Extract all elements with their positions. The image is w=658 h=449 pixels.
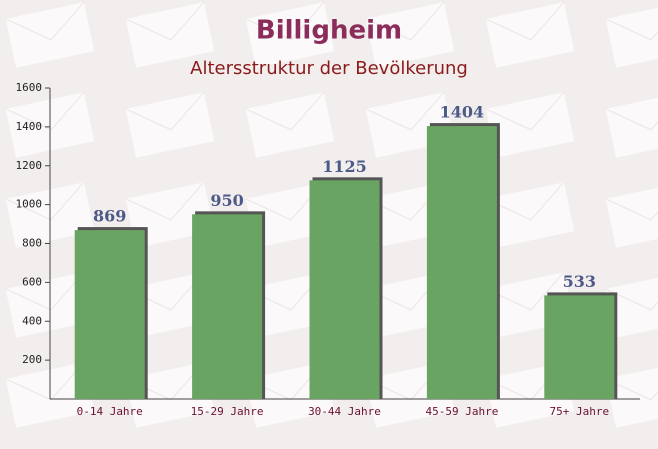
chart-title: Billigheim bbox=[256, 16, 402, 46]
x-tick-label: 0-14 Jahre bbox=[77, 405, 143, 418]
value-label: 533 bbox=[563, 272, 596, 291]
y-tick-label: 1000 bbox=[16, 198, 43, 211]
y-tick-label: 200 bbox=[22, 353, 42, 366]
y-tick-label: 1200 bbox=[16, 159, 43, 172]
bar bbox=[309, 180, 380, 399]
bar bbox=[544, 295, 615, 399]
y-tick-label: 1400 bbox=[16, 120, 43, 133]
value-label: 869 bbox=[93, 207, 126, 226]
y-tick-label: 400 bbox=[22, 314, 42, 327]
y-tick-label: 800 bbox=[22, 237, 42, 250]
bar bbox=[426, 126, 497, 399]
x-tick-label: 75+ Jahre bbox=[549, 405, 609, 418]
value-label: 1404 bbox=[440, 103, 485, 122]
chart-subtitle: Altersstruktur der Bevölkerung bbox=[190, 58, 468, 79]
value-label: 950 bbox=[210, 191, 243, 210]
y-tick-label: 600 bbox=[22, 275, 42, 288]
x-tick-label: 15-29 Jahre bbox=[191, 405, 264, 418]
bar bbox=[74, 230, 145, 399]
value-label: 1125 bbox=[322, 157, 367, 176]
x-tick-label: 30-44 Jahre bbox=[308, 405, 381, 418]
y-tick-label: 1600 bbox=[16, 81, 43, 94]
x-tick-label: 45-59 Jahre bbox=[425, 405, 498, 418]
bar bbox=[192, 214, 263, 399]
